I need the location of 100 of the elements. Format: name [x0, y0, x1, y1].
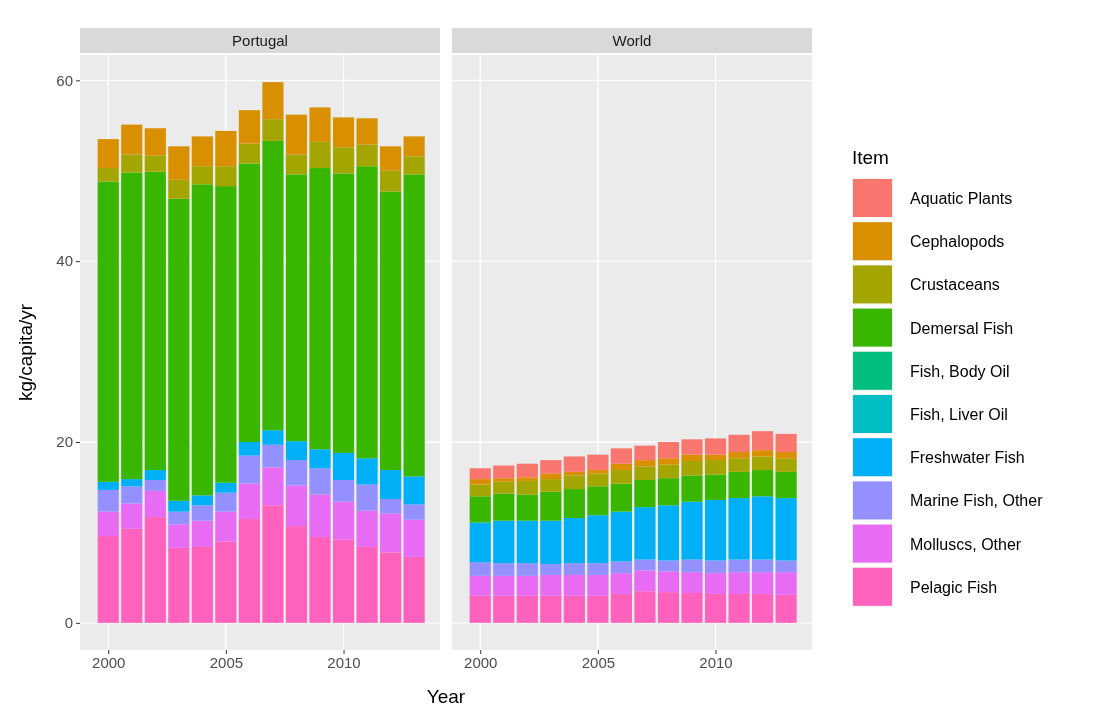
- bar: [540, 491, 562, 521]
- bar: [516, 563, 538, 576]
- bar: [634, 466, 656, 480]
- bar: [681, 572, 703, 594]
- bar: [540, 595, 562, 623]
- bar: [332, 173, 355, 453]
- bar: [704, 573, 727, 594]
- bar: [728, 559, 750, 573]
- bar: [168, 524, 190, 548]
- bar: [356, 546, 378, 623]
- bar: [563, 489, 585, 518]
- bar: [704, 474, 727, 500]
- bar: [752, 559, 774, 573]
- bar: [704, 560, 727, 574]
- bar: [563, 517, 585, 564]
- bar: [752, 431, 774, 451]
- bar: [144, 480, 166, 491]
- bar: [469, 496, 491, 523]
- bar: [262, 444, 284, 468]
- bar: [121, 486, 143, 504]
- bar: [493, 575, 515, 596]
- bar: [121, 124, 143, 155]
- chart-title: World: [612, 31, 652, 49]
- bar: [657, 505, 680, 561]
- bar: [728, 572, 750, 594]
- bar: [356, 118, 378, 145]
- bar: [332, 539, 355, 623]
- bar: [587, 473, 609, 487]
- bar: [168, 547, 190, 623]
- bar: [309, 494, 331, 537]
- bar: [97, 168, 119, 182]
- legend-label: Pelagic Fish: [910, 578, 998, 596]
- legend-label: Freshwater Fish: [910, 449, 1025, 467]
- bar: [403, 519, 425, 557]
- bar: [144, 490, 166, 518]
- y-axis-title: kg/capita/yr: [15, 303, 36, 402]
- bar: [309, 449, 331, 469]
- bar: [356, 484, 378, 511]
- x-tick-label: 2005: [581, 653, 616, 671]
- bar: [493, 493, 515, 521]
- bar: [285, 526, 308, 623]
- bar: [516, 595, 538, 623]
- bar: [191, 136, 213, 167]
- bar: [215, 482, 237, 493]
- bar: [540, 564, 562, 575]
- bar: [469, 479, 491, 485]
- bar: [380, 513, 402, 553]
- legend-label: Molluscs, Other: [910, 535, 1022, 553]
- bar: [309, 107, 331, 142]
- bar: [775, 594, 797, 623]
- bar: [469, 562, 491, 576]
- bar: [704, 499, 727, 561]
- bar: [215, 186, 237, 483]
- legend-label: Marine Fish, Other: [910, 492, 1044, 510]
- bar: [634, 559, 656, 571]
- bar: [144, 171, 166, 471]
- x-tick-label: 2000: [464, 653, 498, 671]
- bar: [728, 458, 750, 472]
- bar: [610, 593, 632, 623]
- bar: [356, 510, 378, 547]
- bar: [285, 174, 308, 442]
- legend-label: Aquatic Plants: [910, 190, 1013, 207]
- bar: [657, 464, 680, 479]
- bar: [191, 546, 213, 623]
- bar: [587, 515, 609, 564]
- bar: [168, 179, 190, 199]
- bar: [262, 430, 284, 445]
- bar: [704, 438, 727, 455]
- bar: [657, 571, 680, 593]
- bar: [540, 460, 562, 474]
- bar: [356, 458, 378, 485]
- bar: [681, 593, 703, 623]
- bar: [516, 520, 538, 564]
- bar: [332, 117, 355, 148]
- bar: [215, 166, 237, 187]
- bar: [215, 492, 237, 512]
- bar: [610, 470, 632, 484]
- bar: [332, 480, 355, 502]
- bar: [285, 154, 308, 175]
- bar: [657, 442, 680, 459]
- y-tick-label: 0: [64, 614, 73, 632]
- bar: [238, 518, 260, 623]
- bar: [493, 563, 515, 576]
- bar: [587, 454, 609, 471]
- bar: [728, 593, 750, 623]
- bar: [380, 170, 402, 192]
- bar: [704, 593, 727, 623]
- x-axis-title: Year: [426, 686, 466, 707]
- bar: [493, 478, 515, 482]
- bar: [704, 460, 727, 475]
- bar: [681, 454, 703, 462]
- bar: [121, 479, 143, 487]
- bar: [144, 470, 166, 480]
- bar: [380, 470, 402, 499]
- bar: [97, 489, 119, 512]
- bar: [356, 144, 378, 167]
- bar: [728, 434, 750, 452]
- bar: [540, 473, 562, 480]
- bar: [97, 139, 119, 169]
- bar: [238, 143, 260, 164]
